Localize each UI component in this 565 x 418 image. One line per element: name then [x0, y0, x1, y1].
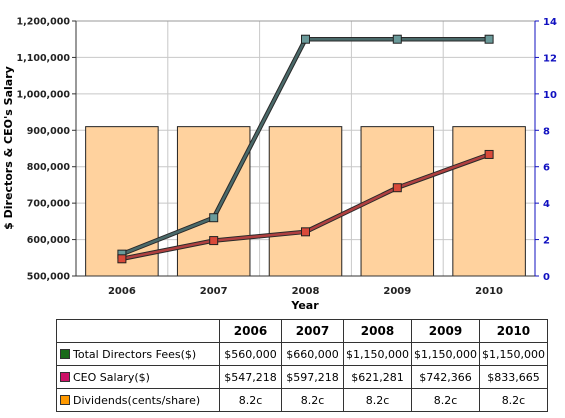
- table-cell: $547,218: [219, 365, 282, 389]
- legend-label: Total Directors Fees($): [73, 347, 197, 361]
- x-tick-label: 2008: [292, 286, 320, 297]
- table-cell: $1,150,000: [343, 342, 412, 366]
- table-cell: $660,000: [281, 342, 344, 366]
- legend-swatch: [60, 371, 70, 382]
- y-tick-label: 600,000: [27, 235, 71, 246]
- table-year-header: 2007: [281, 319, 344, 343]
- table-cell: $621,281: [343, 365, 412, 389]
- table-cell: 8.2c: [343, 388, 412, 412]
- table-cell: $1,150,000: [410, 342, 480, 366]
- legend-label: Dividends(cents/share): [73, 393, 201, 407]
- dividend-bar: [268, 126, 343, 277]
- y-tick-label: 700,000: [27, 199, 71, 210]
- ceo-salary-point: [209, 236, 219, 246]
- legend-label: CEO Salary($): [73, 370, 150, 384]
- table-corner-cell: [56, 319, 220, 343]
- ceo-salary-point: [392, 183, 402, 193]
- x-tick-label: 2007: [200, 286, 228, 297]
- dividend-bar: [452, 126, 526, 277]
- y2-tick-label: 12: [543, 53, 557, 64]
- x-axis-label: Year: [290, 299, 319, 312]
- table-year-header: 2010: [478, 319, 548, 343]
- x-axis-ticks: 2006 2007 2008 2009 2010: [108, 286, 503, 297]
- directors-fees-point: [301, 34, 310, 44]
- legend-swatch: [60, 394, 70, 405]
- ceo-salary-point: [301, 227, 310, 237]
- x-tick-label: 2009: [383, 286, 411, 297]
- y-tick-label: 500,000: [27, 272, 71, 283]
- table-cell: $597,218: [281, 365, 344, 389]
- directors-fees-point: [392, 34, 402, 44]
- data-table: 2006 2007 2008 2009 2010 Total Directors Fee…: [56, 319, 548, 412]
- x-tick-label: 2010: [475, 286, 503, 297]
- table-header-row: 2006 2007 2008 2009 2010: [56, 319, 548, 343]
- table-cell: 8.2c: [478, 388, 548, 412]
- y2-axis-ticks: 0 2 4 6 8 10 12 14: [535, 17, 557, 283]
- y-axis-ticks: 500,000 600,000 700,000 800,000 900,000 1,000…: [17, 17, 76, 283]
- table-row: CEO Salary($) $547,218 $597,218 $621,281 $74…: [56, 365, 548, 389]
- y2-tick-label: 14: [543, 17, 557, 28]
- ceo-salary-point: [484, 149, 494, 159]
- y2-tick-label: 10: [543, 90, 557, 101]
- ceo-salary-point: [117, 254, 127, 264]
- table-cell: 8.2c: [219, 388, 282, 412]
- y2-tick-label: 4: [543, 199, 550, 210]
- y-axis-label: $ Directors & CEO's Salary: [2, 66, 15, 230]
- directors-fees-point: [209, 213, 219, 223]
- y-tick-label: 1,100,000: [17, 53, 71, 64]
- y2-tick-label: 0: [543, 272, 550, 283]
- y-tick-label: 1,200,000: [17, 17, 71, 28]
- series-lines: [117, 34, 494, 264]
- table-row: Total Directors Fees($) $560,000 $660,000 $…: [56, 342, 548, 366]
- table-cell: $742,366: [410, 365, 480, 389]
- chart: 500,000 600,000 700,000 800,000 900,000 1,000…: [2, 17, 557, 313]
- y-tick-label: 800,000: [27, 162, 71, 173]
- y-tick-label: 900,000: [27, 126, 71, 137]
- y2-tick-label: 2: [543, 236, 550, 247]
- y2-tick-label: 8: [543, 126, 550, 137]
- table-cell: 8.2c: [410, 388, 480, 412]
- y2-tick-label: 6: [543, 163, 550, 174]
- table-year-header: 2006: [219, 319, 282, 343]
- table-row: Dividends(cents/share) 8.2c 8.2c 8.2c 8.2c 8.…: [56, 388, 548, 412]
- table-cell: $833,665: [478, 365, 548, 389]
- table-row-label: Dividends(cents/share): [56, 388, 220, 412]
- table-cell: 8.2c: [281, 388, 344, 412]
- table-cell: $1,150,000: [478, 342, 548, 366]
- legend-swatch: [60, 348, 70, 359]
- y-tick-label: 1,000,000: [17, 89, 71, 100]
- x-tick-label: 2006: [108, 286, 136, 297]
- table-row-label: Total Directors Fees($): [56, 342, 220, 366]
- table-cell: $560,000: [219, 342, 282, 366]
- table-year-header: 2009: [410, 319, 480, 343]
- table-row-label: CEO Salary($): [56, 365, 220, 389]
- dividend-bar: [176, 126, 251, 277]
- table-body: Total Directors Fees($) $560,000 $660,000 $…: [56, 342, 548, 412]
- table-year-header: 2008: [343, 319, 412, 343]
- directors-fees-point: [484, 34, 494, 44]
